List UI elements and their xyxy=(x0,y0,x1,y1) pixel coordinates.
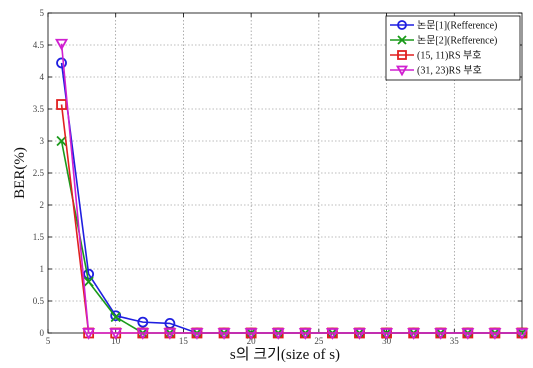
data-point-circle xyxy=(137,316,149,328)
legend-label: 논문[1](Refference) xyxy=(417,20,497,32)
data-point-triangle xyxy=(271,328,285,340)
data-point-triangle xyxy=(380,328,394,340)
y-tick-label: 2 xyxy=(40,200,45,210)
x-tick-label: 30 xyxy=(382,336,392,346)
data-point-triangle xyxy=(55,38,69,51)
y-tick-label: 4.5 xyxy=(33,40,45,50)
data-point-triangle xyxy=(352,328,367,340)
y-axis-title: BER(%) xyxy=(12,147,28,199)
legend-item: (31, 23)RS 부호 xyxy=(390,65,482,77)
data-point-triangle xyxy=(82,328,96,340)
data-point-x xyxy=(397,35,407,45)
legend-item: 논문[1](Refference) xyxy=(390,20,497,32)
x-axis-title: s의 크기(size of s) xyxy=(230,346,340,363)
data-point-triangle xyxy=(488,328,502,340)
data-point-triangle xyxy=(461,328,475,340)
legend-item: (15, 11)RS 부호 xyxy=(390,50,481,62)
axis-ticks: 0 0.5 1 1.5 2 2.5 3 3.5 4 4.5 5 5 10 15 20 25 30 35 xyxy=(33,8,522,346)
data-point-triangle xyxy=(298,328,312,340)
y-tick-label: 3.5 xyxy=(33,104,45,114)
data-point-triangle xyxy=(163,328,177,340)
series-line xyxy=(60,43,522,334)
data-point-circle xyxy=(110,310,122,322)
y-tick-label: 4 xyxy=(40,72,45,82)
data-point-triangle xyxy=(395,65,409,77)
y-tick-label: 0 xyxy=(40,328,45,338)
x-tick-label: 15 xyxy=(179,336,189,346)
data-point-square xyxy=(397,50,407,60)
legend-item: 논문[2](Refference) xyxy=(390,35,497,47)
data-point-x xyxy=(83,276,94,287)
data-point-triangle xyxy=(434,328,448,340)
data-point-triangle xyxy=(244,328,258,340)
data-point-square xyxy=(56,99,67,110)
data-point-triangle xyxy=(407,328,421,340)
x-tick-label: 20 xyxy=(247,336,257,346)
data-point-x xyxy=(110,311,121,323)
data-point-triangle xyxy=(515,328,529,340)
data-point-triangle xyxy=(136,328,150,340)
legend-label: (31, 23)RS 부호 xyxy=(417,65,482,77)
y-tick-label: 3 xyxy=(40,136,45,146)
y-tick-label: 1.5 xyxy=(33,232,45,242)
y-tick-label: 5 xyxy=(40,8,45,18)
series xyxy=(55,38,529,340)
series-group xyxy=(55,38,529,340)
y-tick-label: 2.5 xyxy=(33,168,45,178)
x-tick-label: 25 xyxy=(314,336,324,346)
data-point-circle xyxy=(397,20,407,30)
x-tick-label: 10 xyxy=(111,336,121,346)
data-point-triangle xyxy=(109,328,123,340)
x-tick-label: 5 xyxy=(46,336,51,346)
y-tick-label: 1 xyxy=(40,264,45,274)
legend: 논문[1](Refference) 논문[2](Refference) (15, 1… xyxy=(385,15,521,81)
data-point-triangle xyxy=(325,328,339,340)
legend-label: (15, 11)RS 부호 xyxy=(417,50,481,62)
y-tick-label: 0.5 xyxy=(33,296,45,306)
data-point-triangle xyxy=(190,328,204,340)
legend-label: 논문[2](Refference) xyxy=(417,35,497,47)
data-point-triangle xyxy=(217,328,231,340)
data-point-x xyxy=(56,135,67,147)
x-tick-label: 35 xyxy=(450,336,460,346)
data-point-circle xyxy=(56,57,67,69)
